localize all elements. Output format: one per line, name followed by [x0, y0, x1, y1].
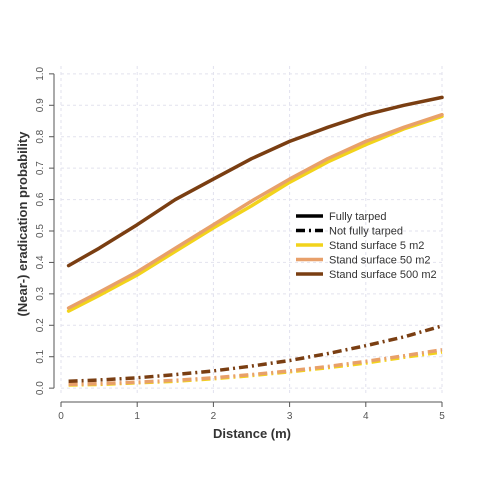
y-tick-label: 0.6 — [35, 192, 46, 206]
series-line — [66, 112, 444, 310]
y-tick-label: 0.1 — [35, 349, 46, 363]
series-line — [68, 348, 443, 387]
legend: Fully tarped Not fully tarped Stand surfac… — [296, 211, 437, 281]
y-tick-label: 0.4 — [35, 255, 46, 269]
series-lines — [66, 95, 444, 387]
y-tick-label: 0.5 — [35, 224, 46, 238]
x-tick-label: 5 — [439, 411, 445, 422]
series-line — [66, 114, 444, 313]
x-axis-title: Distance (m) — [213, 426, 291, 441]
legend-label: Stand surface 5 m2 — [329, 240, 424, 252]
y-tick-label: 0.2 — [35, 318, 46, 332]
series-line — [66, 95, 444, 268]
gridlines — [60, 66, 443, 396]
x-tick-label: 4 — [363, 411, 369, 422]
y-tick-label: 0.8 — [35, 129, 46, 143]
series-line — [68, 324, 443, 383]
x-tick-label: 3 — [287, 411, 293, 422]
x-tick-label: 1 — [134, 411, 140, 422]
legend-label: Fully tarped — [329, 211, 386, 223]
y-tick-label: 0.0 — [35, 381, 46, 395]
legend-label: Stand surface 500 m2 — [329, 269, 437, 281]
legend-label: Stand surface 50 m2 — [329, 255, 431, 267]
x-tick-label: 0 — [58, 411, 64, 422]
y-tick-label: 1.0 — [35, 66, 46, 80]
axes: 0 1 2 3 4 5 0.0 0.1 0.2 0.3 0.4 0.5 0.6 0.7 0.8 0.9 1.0 — [35, 66, 445, 422]
legend-label: Not fully tarped — [329, 226, 403, 238]
x-tick-label: 2 — [211, 411, 217, 422]
y-tick-label: 0.3 — [35, 286, 46, 300]
y-axis-title: (Near-) eradication probability — [15, 131, 30, 317]
y-tick-label: 0.7 — [35, 161, 46, 175]
y-tick-label: 0.9 — [35, 98, 46, 112]
